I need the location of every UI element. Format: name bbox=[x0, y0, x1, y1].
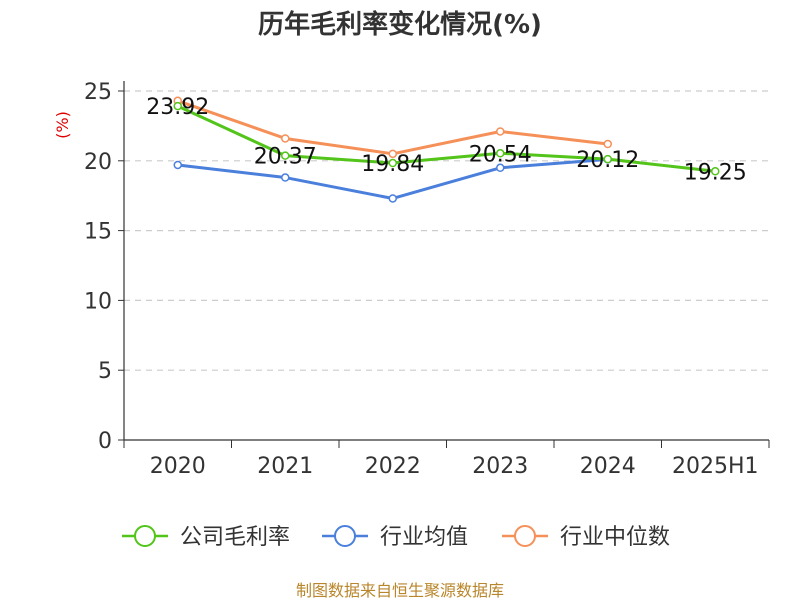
data-point bbox=[496, 127, 505, 136]
data-point bbox=[173, 160, 182, 170]
data-point bbox=[603, 139, 612, 149]
data-label: 23.92 bbox=[146, 95, 209, 120]
data-point bbox=[281, 134, 290, 143]
legend-label: 行业均值 bbox=[380, 525, 468, 550]
data-point bbox=[173, 101, 182, 111]
series-line bbox=[177, 99, 608, 156]
x-tick-label: 2023 bbox=[472, 454, 528, 479]
data-label: 20.37 bbox=[254, 145, 317, 170]
data-label: 20.54 bbox=[469, 142, 532, 167]
x-tick-label: 2025H1 bbox=[672, 454, 759, 479]
legend: 公司毛利率 行业均值 行业中位数 bbox=[122, 525, 670, 550]
data-label: 20.12 bbox=[576, 148, 639, 173]
gridlines bbox=[124, 90, 769, 371]
data-point bbox=[603, 154, 612, 164]
x-tick-label: 2024 bbox=[580, 454, 636, 479]
x-tick-label: 2022 bbox=[365, 454, 421, 479]
data-point bbox=[496, 149, 505, 158]
data-point bbox=[711, 167, 720, 176]
data-label: 19.84 bbox=[361, 152, 424, 177]
y-tick-label: 15 bbox=[84, 220, 112, 245]
data-label: 19.25 bbox=[684, 160, 747, 185]
data-point bbox=[496, 163, 505, 173]
series-points bbox=[173, 96, 720, 203]
data-labels: 23.92 20.37 19.84 20.54 20.12 19.25 bbox=[146, 95, 746, 185]
series-line bbox=[177, 104, 716, 173]
y-tick-label: 20 bbox=[84, 150, 112, 175]
legend-label: 公司毛利率 bbox=[180, 525, 290, 550]
data-point bbox=[388, 158, 397, 168]
y-axis-label: (%) bbox=[53, 111, 72, 139]
data-point bbox=[388, 194, 397, 203]
data-point bbox=[281, 173, 290, 182]
y-tick-label: 0 bbox=[98, 429, 112, 454]
x-tick-label: 2020 bbox=[150, 454, 206, 479]
y-tick-labels: 0 5 10 15 20 25 bbox=[84, 80, 112, 454]
chart-title: 历年毛利率变化情况(%) bbox=[258, 9, 542, 40]
data-point bbox=[388, 149, 397, 159]
axes bbox=[118, 81, 770, 448]
y-tick-label: 10 bbox=[84, 289, 112, 314]
data-point bbox=[281, 151, 290, 160]
y-tick-label: 25 bbox=[84, 80, 112, 105]
y-tick-label: 5 bbox=[98, 359, 112, 384]
source-note: 制图数据来自恒生聚源数据库 bbox=[296, 581, 504, 600]
legend-label: 行业中位数 bbox=[560, 525, 670, 550]
x-tick-labels: 2020 2021 2022 2023 2024 2025H1 bbox=[150, 454, 759, 479]
x-tick-label: 2021 bbox=[257, 454, 313, 479]
legend-marker bbox=[514, 525, 536, 547]
legend-marker bbox=[134, 525, 156, 547]
legend-marker bbox=[334, 525, 356, 547]
